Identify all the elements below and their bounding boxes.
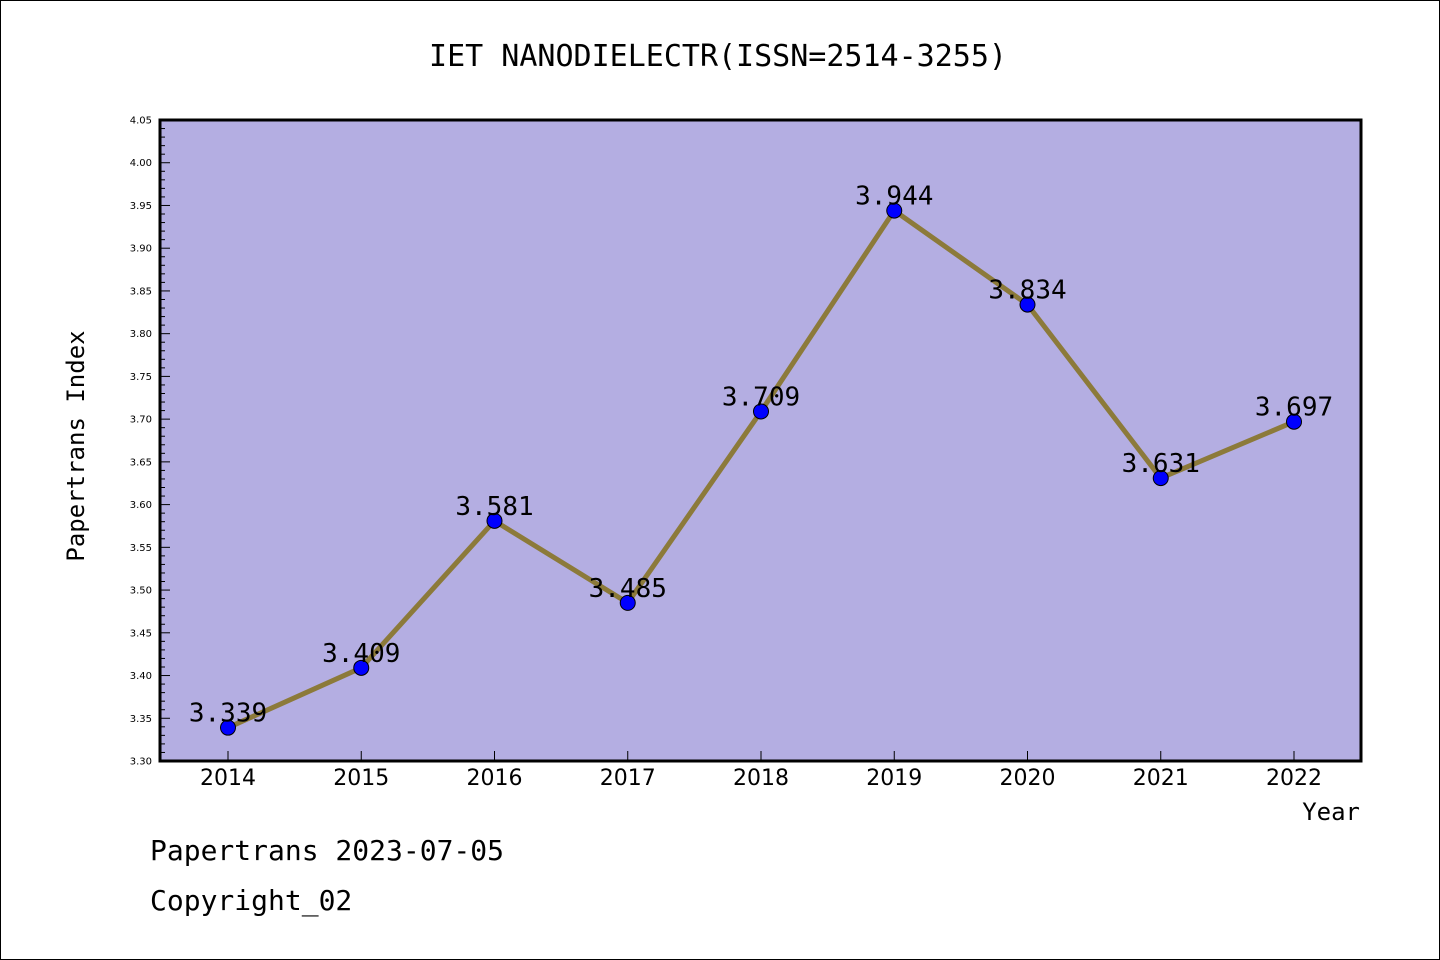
data-label: 3.409 [322, 639, 400, 669]
y-tick-label: 3.40 [130, 671, 152, 682]
x-axis-label: Year [1302, 798, 1360, 826]
plot-area [158, 118, 1363, 763]
data-point [1152, 470, 1169, 487]
x-axis: 2014 2015 2016 2017 2018 2019 2020 2021 2022 [200, 751, 1322, 791]
data-point [753, 403, 769, 420]
y-tick-label: 3.80 [130, 329, 152, 340]
y-tick-label: 3.75 [130, 372, 152, 383]
data-point [1286, 413, 1302, 430]
x-tick-label: 2021 [1133, 766, 1189, 791]
x-tick-label: 2014 [200, 766, 256, 791]
y-tick-label: 3.45 [130, 628, 152, 639]
y-tick-label: 3.50 [130, 586, 152, 597]
y-tick-label: 3.30 [130, 757, 152, 768]
data-point [619, 594, 636, 611]
data-label: 3.631 [1122, 449, 1200, 479]
data-label: 3.485 [589, 574, 667, 604]
y-tick-label: 4.05 [130, 116, 152, 127]
y-axis: 3.30 3.35 3.40 3.45 3.50 3.55 3.60 3.65 3.70 3.75… [130, 116, 170, 768]
data-label: 3.581 [455, 492, 533, 522]
x-tick-label: 2019 [866, 766, 922, 791]
series-group: 3.339 3.409 3.581 3.485 3.709 3.944 3.834 3.631… [189, 182, 1333, 736]
data-label: 3.339 [189, 699, 267, 729]
footer-copyright: Copyright_02 [150, 884, 353, 917]
y-tick-label: 4.00 [130, 158, 152, 169]
data-point [886, 202, 903, 219]
data-point [486, 512, 503, 529]
x-tick-label: 2022 [1266, 766, 1322, 791]
y-tick-label: 3.60 [130, 500, 152, 511]
y-tick-label: 3.95 [130, 201, 152, 212]
y-tick-label: 3.65 [130, 457, 152, 468]
y-tick-label: 3.55 [130, 543, 152, 554]
y-tick-label: 3.70 [130, 415, 152, 426]
footer-date: Papertrans 2023-07-05 [150, 834, 505, 867]
x-tick-label: 2017 [600, 766, 656, 791]
data-label: 3.944 [855, 182, 933, 212]
x-tick-label: 2018 [733, 766, 789, 791]
data-label: 3.834 [988, 276, 1066, 306]
x-tick-label: 2020 [1000, 766, 1056, 791]
data-label: 3.697 [1255, 393, 1333, 423]
y-tick-label: 3.90 [130, 244, 152, 255]
x-tick-label: 2016 [467, 766, 523, 791]
data-point [353, 659, 370, 676]
x-tick-label: 2015 [333, 766, 389, 791]
data-point [1019, 296, 1036, 313]
y-tick-label: 3.85 [130, 286, 152, 297]
chart-title: IET NANODIELECTR(ISSN=2514-3255) [429, 39, 1007, 74]
y-tick-label: 3.35 [130, 714, 152, 725]
data-label: 3.709 [722, 382, 800, 412]
data-point [220, 719, 236, 736]
y-axis-label: Papertrans Index [62, 330, 90, 561]
